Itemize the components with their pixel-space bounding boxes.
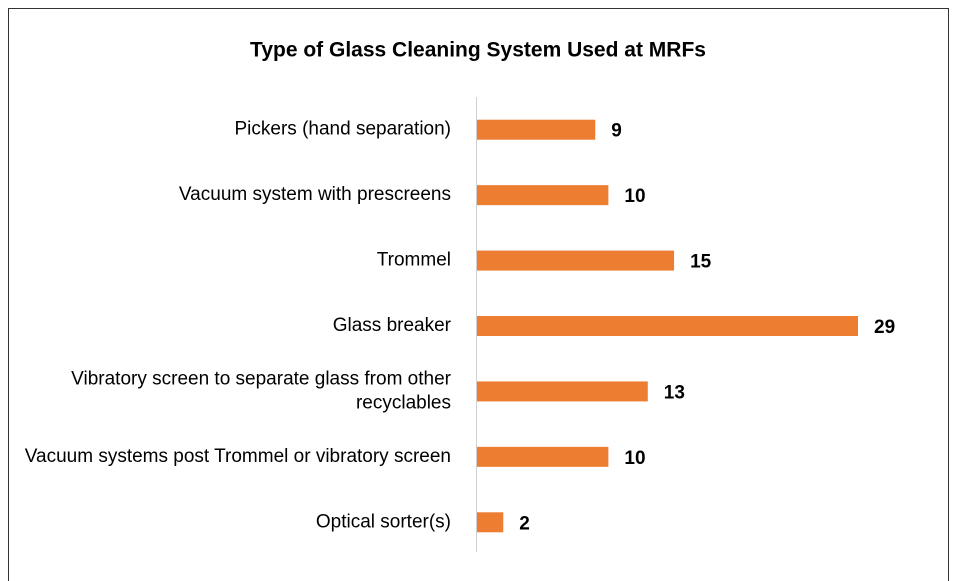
y-tick-label: Optical sorter(s) [316,511,451,532]
bar [477,381,648,402]
data-label: 13 [664,382,685,403]
y-tick-label: Glass breaker [333,315,452,336]
y-tick-label: Trommel [377,250,451,271]
bar [477,512,504,533]
bar [477,185,609,206]
y-tick-label: Vibratory screen to separate glass from … [71,368,452,413]
bar [477,119,596,140]
chart-title: Type of Glass Cleaning System Used at MR… [250,39,706,62]
frame [8,8,949,581]
y-tick-label: Vacuum systems post Trommel or vibratory… [25,446,451,467]
y-tick-label: Vacuum system with prescreens [179,184,451,205]
bar [477,316,858,336]
data-label: 2 [519,513,530,534]
data-label: 10 [624,448,645,469]
data-label: 9 [611,121,622,142]
bar [477,446,609,467]
bar [477,250,675,271]
y-tick-label: Pickers (hand separation) [235,119,452,140]
data-label: 10 [624,186,645,207]
data-label: 15 [690,252,712,273]
data-label: 29 [874,317,895,338]
